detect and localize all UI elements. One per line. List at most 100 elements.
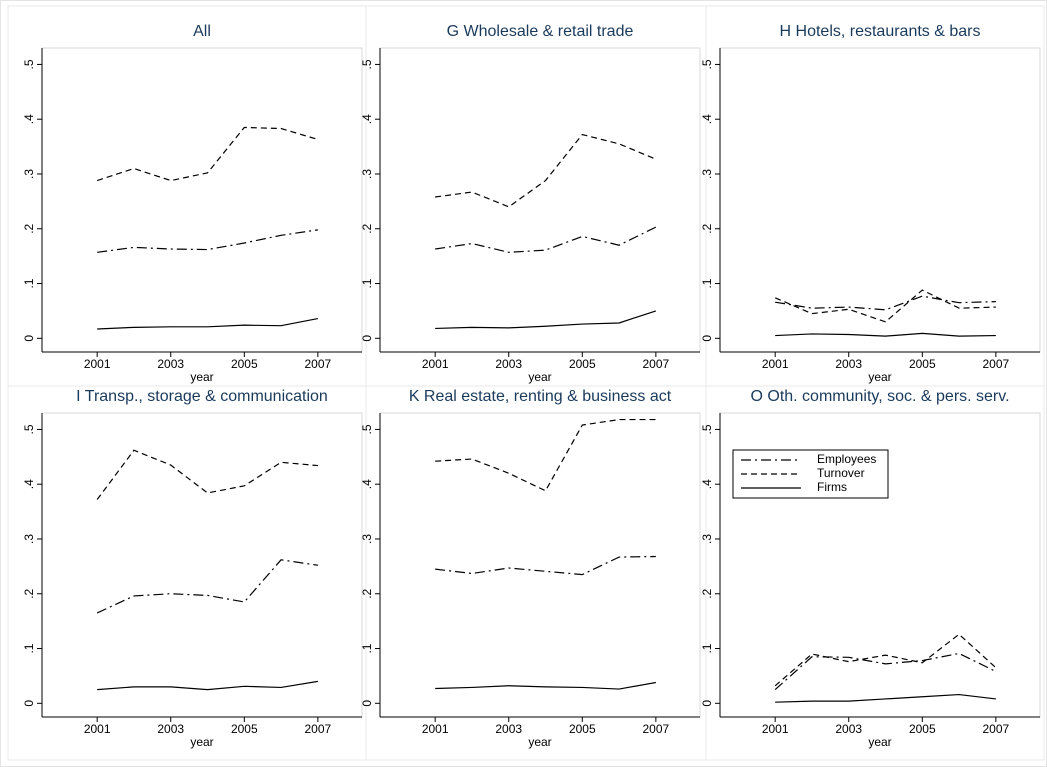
x-tick-label: 2005: [909, 722, 936, 736]
y-tick-label: .2: [360, 588, 374, 598]
x-tick-label: 2007: [305, 722, 332, 736]
y-tick-label: .5: [22, 424, 36, 434]
panel-title: K Real estate, renting & business act: [409, 388, 672, 405]
series-line: [435, 555, 656, 576]
x-axis-label: year: [868, 735, 891, 749]
y-tick-label: .1: [360, 278, 374, 288]
x-axis-label: year: [190, 735, 213, 749]
y-tick-label: .4: [360, 479, 374, 489]
panel: K Real estate, renting & business act 0 .1…: [360, 385, 707, 761]
y-tick-label: .5: [22, 59, 36, 69]
y-tick-label: .4: [700, 479, 714, 489]
y-tick-label: .1: [700, 278, 714, 288]
y-tick-label: 0: [360, 700, 374, 707]
panel: All 0 .1 .2 .3 .4 .5 2001 2003 2005 2007 year: [7, 5, 367, 387]
series-line: [775, 693, 996, 703]
y-tick-label: .1: [22, 643, 36, 653]
y-tick-label: .2: [700, 588, 714, 598]
y-tick-label: 0: [700, 335, 714, 342]
y-tick-label: .1: [360, 643, 374, 653]
x-tick-label: 2007: [305, 357, 332, 371]
series-line: [97, 317, 318, 330]
x-tick-label: 2005: [909, 357, 936, 371]
legend-label: Firms: [817, 480, 847, 494]
series-line: [775, 295, 996, 311]
series-line: [774, 652, 997, 691]
x-tick-label: 2005: [569, 357, 596, 371]
panel: O Oth. community, soc. & pers. serv. 0 .1.…: [700, 385, 1045, 761]
panel: G Wholesale & retail trade 0 .1 .2 .3 .4 .5 200…: [360, 5, 707, 387]
y-tick-label: .3: [22, 169, 36, 179]
y-tick-label: .4: [22, 114, 36, 124]
y-tick-label: .1: [22, 278, 36, 288]
series-line: [435, 681, 656, 690]
plot-area: [379, 47, 701, 353]
x-axis-label: year: [868, 370, 891, 384]
x-tick-label: 2007: [983, 357, 1010, 371]
legend-label: Turnover: [817, 466, 865, 480]
legend-label: Employees: [817, 452, 876, 466]
series-line: [97, 680, 318, 691]
y-tick-label: .4: [360, 114, 374, 124]
series-line: [96, 449, 318, 500]
y-tick-label: .5: [700, 424, 714, 434]
x-tick-label: 2003: [157, 722, 184, 736]
y-tick-label: 0: [22, 700, 36, 707]
series-line: [435, 310, 657, 330]
x-axis-label: year: [528, 370, 551, 384]
x-tick-label: 2007: [643, 722, 670, 736]
panel-title: All: [193, 23, 211, 40]
series-line: [774, 289, 996, 323]
y-tick-label: 0: [360, 335, 374, 342]
x-tick-label: 2001: [84, 357, 111, 371]
x-axis-label: year: [528, 735, 551, 749]
legend-box: [732, 449, 889, 499]
y-tick-label: .3: [360, 169, 374, 179]
panel-title: O Oth. community, soc. & pers. serv.: [750, 388, 1009, 405]
y-tick-label: .3: [700, 534, 714, 544]
panel-title: G Wholesale & retail trade: [447, 23, 634, 40]
x-tick-label: 2001: [422, 722, 449, 736]
series-line: [435, 133, 657, 208]
panel: I Transp., storage & communication 0 .1 .2.…: [7, 385, 367, 761]
y-tick-label: .5: [700, 59, 714, 69]
y-tick-label: .2: [360, 223, 374, 233]
x-tick-label: 2003: [835, 722, 862, 736]
plot-area: [41, 412, 363, 718]
panel-title: I Transp., storage & communication: [76, 388, 328, 405]
y-tick-label: .5: [360, 424, 374, 434]
x-tick-label: 2003: [495, 357, 522, 371]
x-axis-label: year: [190, 370, 213, 384]
series-line: [96, 559, 318, 614]
series-line: [774, 633, 997, 687]
y-tick-label: .2: [22, 588, 36, 598]
plot-area: [719, 47, 1041, 353]
x-tick-label: 2003: [157, 357, 184, 371]
x-tick-label: 2001: [422, 357, 449, 371]
x-tick-label: 2003: [495, 722, 522, 736]
x-tick-label: 2005: [231, 357, 258, 371]
x-tick-label: 2005: [231, 722, 258, 736]
y-tick-label: .5: [360, 59, 374, 69]
series-line: [435, 226, 657, 253]
x-tick-label: 2001: [762, 357, 789, 371]
panel-title: H Hotels, restaurants & bars: [780, 23, 981, 40]
y-tick-label: .4: [700, 114, 714, 124]
y-tick-label: .2: [700, 223, 714, 233]
series-line: [96, 126, 319, 182]
y-tick-label: 0: [700, 700, 714, 707]
plot-area: [379, 412, 701, 718]
y-tick-label: .3: [360, 534, 374, 544]
panel-frame: [705, 385, 1045, 761]
y-tick-label: 0: [22, 335, 36, 342]
y-tick-label: .1: [700, 643, 714, 653]
panel: H Hotels, restaurants & bars 0 .1 .2 .3 .4 .5 2…: [700, 5, 1045, 387]
x-tick-label: 2007: [983, 722, 1010, 736]
series-line: [775, 332, 996, 337]
x-tick-label: 2003: [835, 357, 862, 371]
x-tick-label: 2001: [84, 722, 111, 736]
y-tick-label: .3: [700, 169, 714, 179]
x-tick-label: 2005: [569, 722, 596, 736]
x-tick-label: 2007: [643, 357, 670, 371]
